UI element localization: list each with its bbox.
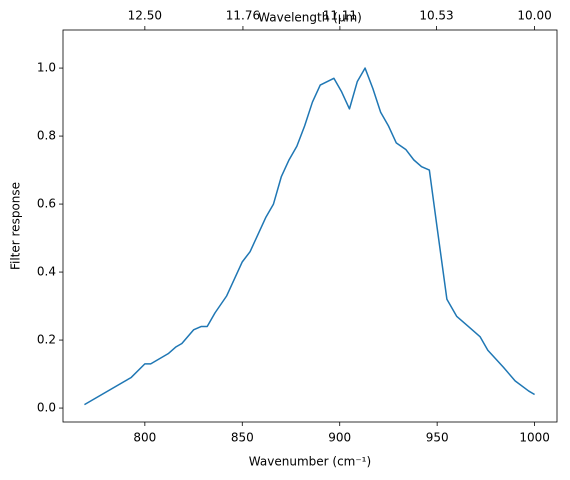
- data-line: [84, 67, 535, 406]
- y-axis-label: Filter response: [9, 182, 23, 270]
- y-tick-label: 0.6: [37, 197, 56, 211]
- x-tick-label: 1000: [519, 431, 550, 445]
- x-tick-label: 800: [133, 431, 156, 445]
- x2-tick-label: 11.76: [226, 9, 260, 23]
- y-tick-label: 0.4: [37, 265, 56, 279]
- x-tick-label: 900: [328, 431, 351, 445]
- x2-tick-label: 10.00: [517, 9, 551, 23]
- x2-tick-label: 11.11: [323, 9, 357, 23]
- x-tick-label: 850: [231, 431, 254, 445]
- x2-axis-label: Wavelength (μm): [258, 11, 362, 25]
- x-axis-label: Wavenumber (cm⁻¹): [249, 455, 371, 469]
- y-tick-label: 0.2: [37, 333, 56, 347]
- x-tick-label: 950: [426, 431, 449, 445]
- y-tick-label: 0.0: [37, 401, 56, 415]
- x2-tick-label: 10.53: [419, 9, 453, 23]
- plot-frame: [62, 29, 558, 423]
- y-tick-label: 1.0: [37, 61, 56, 75]
- x2-tick-label: 12.50: [128, 9, 162, 23]
- y-tick-label: 0.8: [37, 129, 56, 143]
